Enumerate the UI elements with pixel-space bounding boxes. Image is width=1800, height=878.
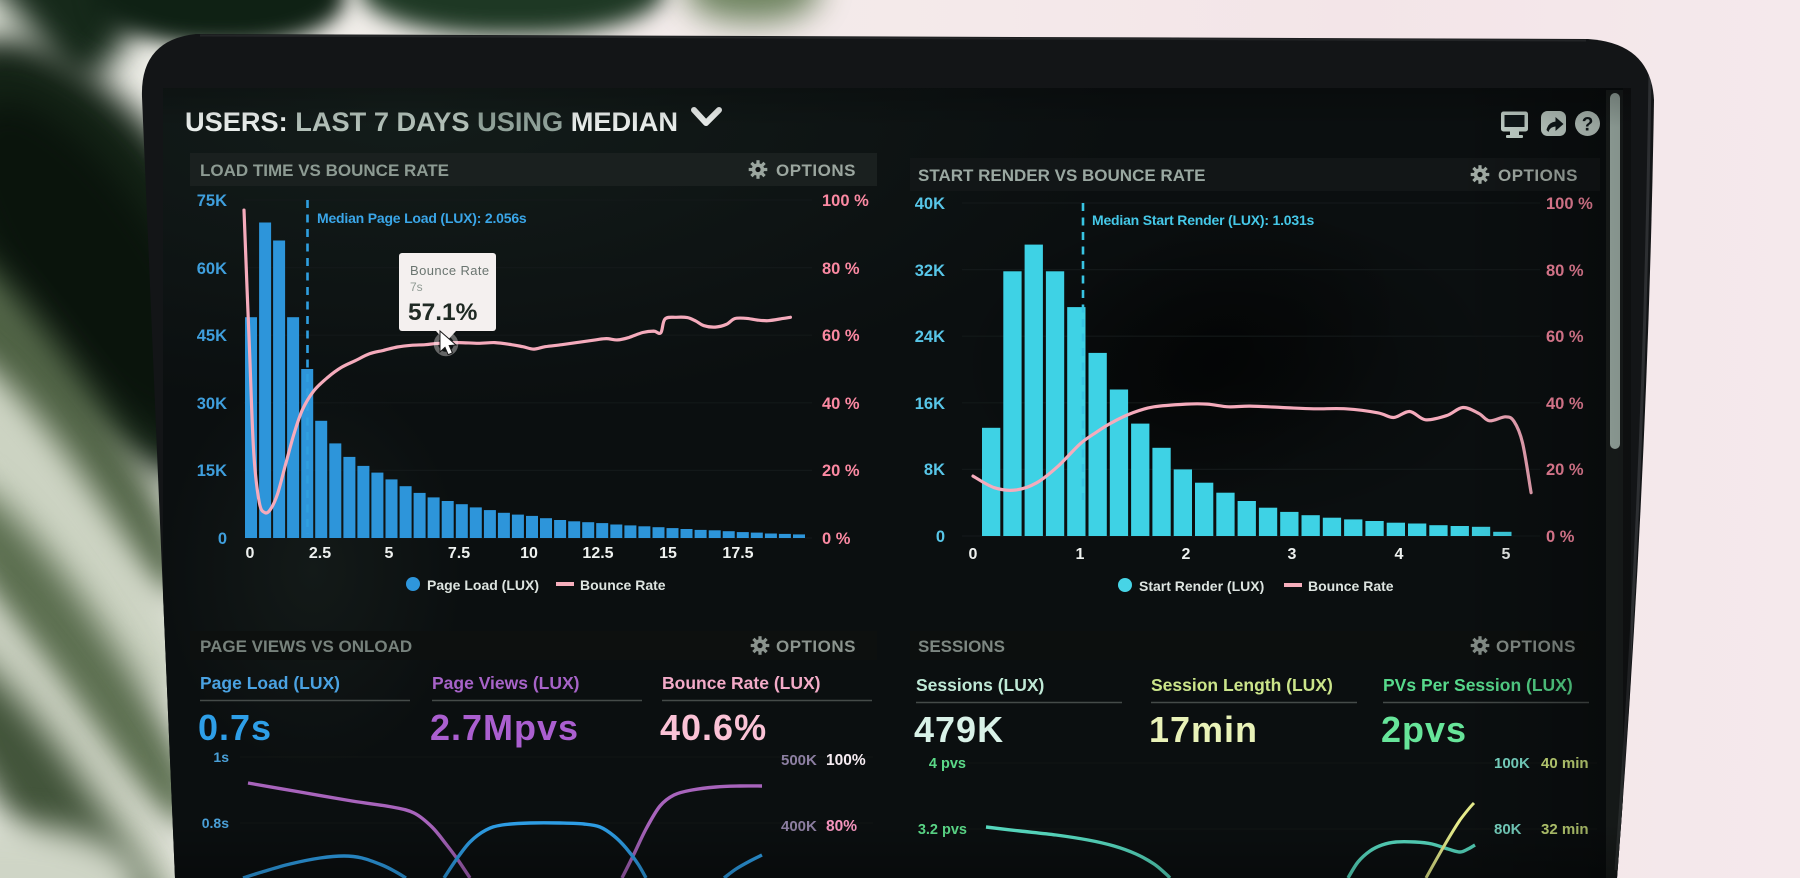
svg-text:2pvs: 2pvs (1381, 709, 1467, 750)
svg-text:100K: 100K (1494, 755, 1530, 772)
svg-text:100 %: 100 % (1546, 195, 1593, 213)
svg-text:OPTIONS: OPTIONS (776, 161, 856, 180)
svg-text:24K: 24K (915, 328, 945, 346)
svg-text:?: ? (1582, 115, 1594, 136)
svg-text:20 %: 20 % (822, 462, 860, 480)
svg-text:Session Length (LUX): Session Length (LUX) (1151, 675, 1333, 695)
svg-text:1s: 1s (213, 749, 229, 765)
svg-text:32 min: 32 min (1541, 821, 1589, 838)
svg-text:Page Load (LUX): Page Load (LUX) (427, 577, 539, 593)
svg-text:8K: 8K (924, 461, 945, 479)
svg-text:OPTIONS: OPTIONS (1496, 637, 1576, 656)
svg-text:20 %: 20 % (1546, 461, 1584, 479)
svg-text:40 min: 40 min (1541, 755, 1589, 772)
svg-text:75K: 75K (197, 192, 227, 210)
svg-text:30K: 30K (197, 395, 227, 413)
svg-text:60K: 60K (197, 260, 227, 278)
svg-text:0.8s: 0.8s (202, 815, 229, 831)
svg-text:0: 0 (246, 545, 255, 562)
svg-text:80%: 80% (826, 818, 857, 835)
svg-text:Page Load (LUX): Page Load (LUX) (200, 673, 340, 693)
svg-text:479K: 479K (914, 709, 1004, 750)
svg-text:Bounce Rate: Bounce Rate (410, 263, 490, 278)
svg-text:500K: 500K (781, 752, 817, 769)
svg-text:LOAD TIME VS BOUNCE RATE: LOAD TIME VS BOUNCE RATE (200, 161, 449, 180)
svg-text:40 %: 40 % (1546, 395, 1584, 413)
svg-text:Bounce Rate: Bounce Rate (580, 577, 666, 593)
svg-text:32K: 32K (915, 262, 945, 280)
svg-text:10: 10 (520, 545, 538, 562)
svg-text:80K: 80K (1494, 821, 1522, 838)
svg-text:80 %: 80 % (1546, 262, 1584, 280)
svg-text:Bounce Rate (LUX): Bounce Rate (LUX) (662, 673, 820, 693)
svg-text:3: 3 (1288, 546, 1297, 563)
svg-text:0: 0 (969, 546, 978, 563)
svg-text:4: 4 (1395, 546, 1404, 563)
svg-text:OPTIONS: OPTIONS (776, 637, 856, 656)
svg-text:Bounce Rate: Bounce Rate (1308, 578, 1394, 594)
svg-text:0 %: 0 % (1546, 528, 1575, 546)
svg-text:5: 5 (1502, 546, 1511, 563)
svg-text:PAGE VIEWS VS ONLOAD: PAGE VIEWS VS ONLOAD (200, 637, 412, 656)
svg-text:57.1%: 57.1% (408, 299, 478, 326)
svg-text:60 %: 60 % (1546, 328, 1584, 346)
svg-text:0 %: 0 % (822, 530, 851, 548)
svg-text:0: 0 (936, 528, 945, 546)
svg-text:SESSIONS: SESSIONS (918, 637, 1005, 656)
svg-text:START RENDER VS BOUNCE RATE: START RENDER VS BOUNCE RATE (918, 166, 1205, 185)
svg-text:Page Views (LUX): Page Views (LUX) (432, 673, 580, 693)
svg-text:80 %: 80 % (822, 260, 860, 278)
svg-text:0.7s: 0.7s (198, 707, 272, 748)
svg-text:Start Render (LUX): Start Render (LUX) (1139, 578, 1264, 594)
svg-text:40K: 40K (915, 195, 945, 213)
svg-text:60 %: 60 % (822, 327, 860, 345)
svg-text:Sessions (LUX): Sessions (LUX) (916, 675, 1044, 695)
svg-text:40 %: 40 % (822, 395, 860, 413)
svg-text:45K: 45K (197, 327, 227, 345)
svg-text:7.5: 7.5 (448, 545, 470, 562)
svg-text:2.5: 2.5 (309, 545, 331, 562)
svg-text:PVs Per Session (LUX): PVs Per Session (LUX) (1383, 675, 1573, 695)
svg-text:7s: 7s (410, 280, 423, 294)
svg-text:USERS: LAST 7 DAYS USING MEDIA: USERS: LAST 7 DAYS USING MEDIAN (185, 106, 678, 137)
svg-text:3.2 pvs: 3.2 pvs (918, 822, 967, 838)
svg-text:2: 2 (1182, 546, 1191, 563)
svg-text:16K: 16K (915, 395, 945, 413)
svg-text:OPTIONS: OPTIONS (1498, 166, 1578, 185)
svg-text:100%: 100% (826, 752, 866, 769)
svg-text:0: 0 (218, 530, 227, 548)
svg-text:12.5: 12.5 (582, 545, 613, 562)
svg-text:100 %: 100 % (822, 192, 869, 210)
svg-text:17.5: 17.5 (722, 545, 753, 562)
svg-text:Median Start Render (LUX): 1.0: Median Start Render (LUX): 1.031s (1092, 212, 1315, 228)
svg-text:1: 1 (1076, 546, 1085, 563)
svg-text:17min: 17min (1149, 709, 1258, 750)
svg-text:4 pvs: 4 pvs (929, 756, 966, 772)
svg-text:5: 5 (385, 545, 394, 562)
svg-text:40.6%: 40.6% (660, 707, 767, 748)
svg-text:Median Page Load (LUX): 2.056s: Median Page Load (LUX): 2.056s (317, 210, 527, 226)
svg-text:15: 15 (659, 545, 677, 562)
svg-text:15K: 15K (197, 462, 227, 480)
svg-text:2.7Mpvs: 2.7Mpvs (430, 707, 579, 748)
svg-text:400K: 400K (781, 818, 817, 835)
